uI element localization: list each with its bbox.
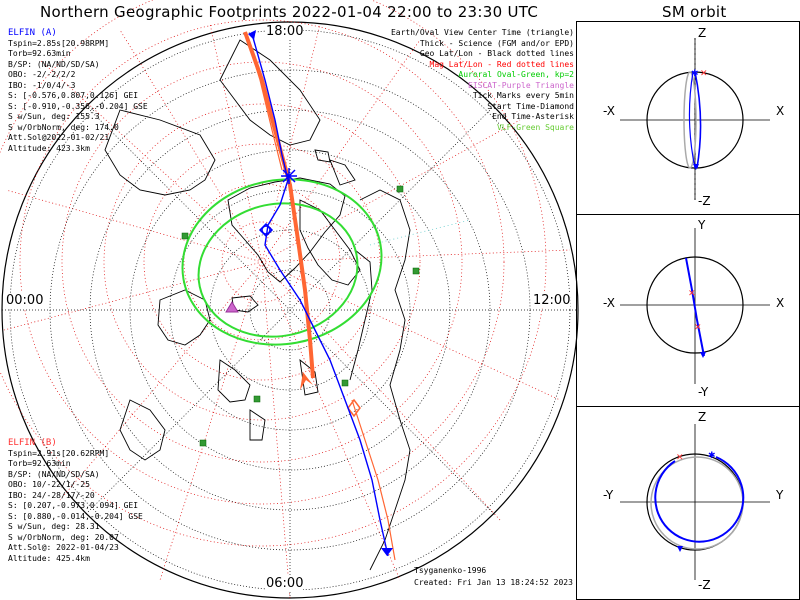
elfin-b-line: B/SP: (NA/ND/SD/SA): [8, 469, 100, 479]
elfin-a-line: S: [-0.910,-0.356,-0.204] GSE: [8, 101, 148, 111]
time-label-top: 18:00: [266, 24, 304, 39]
elfin-a-start-triangle: [248, 30, 256, 40]
sm2-bottom-label: -Y: [698, 385, 709, 399]
svg-text:✱: ✱: [691, 69, 699, 79]
legend-item: Start Time-Diamond: [487, 101, 574, 111]
elfin-b-line: S: [0.207,-0.973,0.094] GEI: [8, 501, 139, 510]
legend-item: Mag Lat/Lon - Red dotted lines: [429, 59, 575, 69]
legend-item: Thick - Science (FGM and/or EPD): [419, 38, 574, 48]
elfin-b-line: Att.Sol@: 2022-01-04/23: [8, 543, 119, 552]
elfin-a-line: S w/Sun, deg: 155.3: [8, 112, 100, 121]
elfin-a-line: Att.Sol@2022-01-02/21: [8, 133, 110, 142]
sm1-left-label: -X: [603, 104, 615, 118]
elfin-a-line: Torb=92.63min: [8, 49, 71, 58]
elfin-b-science-trace: [243, 31, 315, 379]
elfin-a-line: Tspin=2.85s[20.98RPM]: [8, 38, 110, 48]
vlf-stations: [181, 185, 420, 447]
sm-panel-3: ✕ ✱: [620, 424, 770, 580]
elfin-b-line: Tspin=2.91s[20.62RPM]: [8, 448, 110, 458]
legend-item: EISCAT-Purple Triangle: [468, 80, 574, 90]
sm2-left-label: -X: [603, 296, 615, 310]
elfin-a-markers: [258, 168, 297, 238]
sm-panel-2: ✕ ✕: [620, 228, 770, 384]
elfin-b-trace-top: [244, 31, 283, 171]
sm3-right-label: Y: [776, 488, 784, 502]
elfin-a-line: IBO: -1/0/4/-3: [8, 80, 76, 90]
sm-panel-1: ✕ ✱: [620, 38, 770, 200]
sm1-top-label: Z: [698, 26, 707, 40]
legend-item: Auroral Oval-Green, kp=2: [458, 70, 574, 79]
oval-projection-line: [369, 219, 471, 246]
elfin-a-line: B/SP: (NA/ND/SD/SA): [8, 59, 100, 69]
auroral-oval: [181, 178, 383, 346]
elfin-b-line: S w/Sun, deg: 28.31: [8, 522, 100, 531]
elfin-b-trace-bottom: [351, 399, 396, 561]
svg-text:✕: ✕: [700, 69, 708, 79]
model-credit: Tsyganenko-1996: [414, 566, 487, 575]
elfin-a-line: S: [-0.576,0.807,0.126] GEI: [8, 91, 139, 100]
elfin-b-end-arrow: [300, 372, 313, 390]
elfin-a-end-triangle: [381, 548, 393, 556]
elfin-a-line: Altitude: 423.3km: [8, 143, 90, 153]
sm1-right-label: X: [776, 104, 785, 118]
elfin-b-line: Altitude: 425.4km: [8, 553, 90, 563]
legend-item: End Time-Asterisk: [492, 112, 574, 121]
eiscat-triangle: [225, 301, 239, 313]
elfin-a-line: S w/OrbNorm, deg: 174.0: [8, 122, 119, 132]
elfin-b-start-diamond: [347, 398, 361, 418]
time-label-bottom: 06:00: [266, 576, 304, 591]
elfin-b-line: S w/OrbNorm, deg: 20.07: [8, 532, 119, 542]
svg-text:✕: ✕: [676, 453, 684, 463]
legend-item: VLF-Green Square: [496, 122, 574, 132]
time-label-left: 00:00: [6, 293, 44, 308]
sm-orbit-title: SM orbit: [662, 3, 727, 21]
sm2-top-label: Y: [698, 218, 706, 232]
sm2-right-label: X: [776, 296, 785, 310]
svg-text:✕: ✕: [694, 323, 702, 333]
sm3-top-label: Z: [698, 410, 707, 424]
elfin-a-line: OBO: -2/-2/2/2: [8, 70, 76, 79]
sm3-left-label: -Y: [603, 488, 614, 502]
elfin-b-name: ELFIN (B): [8, 438, 57, 448]
created-timestamp: Created: Fri Jan 13 18:24:52 2023: [414, 578, 573, 587]
sm1-bottom-label: -Z: [698, 194, 711, 208]
elfin-a-info: ELFIN (A) Tspin=2.85s[20.98RPM] Torb=92.…: [8, 28, 148, 154]
elfin-b-line: OBO: 10/-22/1/-25: [8, 480, 90, 489]
legend-item: Earth/Oval View Center Time (triangle): [390, 28, 574, 37]
legend: Earth/Oval View Center Time (triangle) T…: [391, 28, 574, 133]
legend-item: Geo Lat/Lon - Black dotted lines: [419, 49, 574, 58]
elfin-a-name: ELFIN (A): [8, 28, 57, 38]
elfin-b-line: IBO: 24/-28/17/-20: [8, 490, 95, 500]
legend-item: Tick Marks every 5min: [472, 91, 574, 100]
page-title: Northern Geographic Footprints 2022-01-0…: [40, 3, 539, 21]
time-label-right: 12:00: [533, 293, 571, 308]
elfin-b-line: Torb=92.63min: [8, 459, 71, 468]
elfin-b-info: ELFIN (B) Tspin=2.91s[20.62RPM] Torb=92.…: [8, 438, 143, 564]
elfin-b-line: S: [0.880,-0.014,-0.204] GSE: [8, 511, 143, 521]
coastlines: [104, 39, 411, 571]
elfin-a-trace: [251, 33, 389, 557]
svg-text:✱: ✱: [708, 451, 716, 461]
sm3-bottom-label: -Z: [698, 578, 711, 592]
svg-text:✕: ✕: [688, 289, 696, 299]
